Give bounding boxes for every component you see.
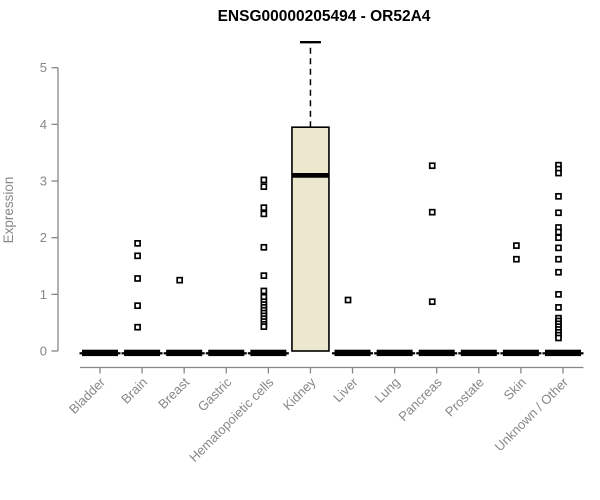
x-tick-label: Bladder bbox=[66, 374, 109, 417]
outlier-point bbox=[555, 290, 562, 298]
y-tick-label: 4 bbox=[40, 117, 47, 132]
outlier-point bbox=[134, 252, 141, 260]
outlier-point bbox=[513, 255, 520, 263]
outlier-point bbox=[555, 234, 562, 242]
collapsed-box-bar bbox=[376, 349, 413, 357]
outlier-point bbox=[260, 204, 268, 212]
x-tick-label: Lung bbox=[372, 375, 403, 406]
y-tick-label: 0 bbox=[40, 344, 47, 359]
collapsed-box-bar bbox=[208, 349, 245, 357]
outlier-point bbox=[176, 276, 184, 284]
outlier-point bbox=[260, 287, 268, 295]
outlier-point bbox=[344, 296, 352, 304]
outlier-point bbox=[134, 275, 141, 282]
x-tick-label: Prostate bbox=[442, 375, 487, 420]
collapsed-box-bar bbox=[82, 349, 118, 357]
x-tick-label: Kidney bbox=[280, 374, 319, 413]
y-tick-label: 1 bbox=[40, 287, 47, 302]
outlier-point bbox=[260, 183, 268, 191]
x-tick-label: Skin bbox=[501, 375, 529, 403]
outlier-point bbox=[428, 208, 436, 216]
outlier-point bbox=[555, 209, 562, 217]
outlier-point bbox=[555, 334, 562, 342]
x-tick-label: Gastric bbox=[195, 374, 235, 414]
outlier-point bbox=[555, 228, 562, 236]
outlier-point bbox=[555, 255, 562, 263]
outlier-point bbox=[260, 243, 268, 251]
collapsed-box-bar bbox=[460, 349, 497, 357]
y-tick-label: 3 bbox=[40, 174, 47, 189]
outlier-points-layer bbox=[134, 161, 562, 342]
collapsed-box-bar bbox=[418, 349, 455, 357]
outlier-point bbox=[260, 210, 268, 218]
outlier-point bbox=[555, 268, 562, 276]
outlier-point bbox=[513, 242, 520, 249]
outlier-point bbox=[134, 302, 141, 310]
outlier-point bbox=[555, 169, 562, 177]
outlier-point bbox=[555, 244, 562, 252]
outlier-point bbox=[555, 304, 562, 311]
x-tick-label: Pancreas bbox=[395, 374, 445, 424]
collapsed-box-bar bbox=[166, 349, 203, 357]
y-tick-label: 2 bbox=[40, 230, 47, 245]
x-tick-label: Breast bbox=[155, 374, 192, 411]
outlier-point bbox=[134, 239, 141, 247]
collapsed-box-bar bbox=[124, 349, 161, 357]
collapsed-box-bar bbox=[502, 349, 539, 357]
box-rect bbox=[291, 126, 330, 352]
x-tick-label: Brain bbox=[118, 375, 150, 407]
y-tick-label: 5 bbox=[40, 60, 47, 75]
x-tick-label: Unknown / Other bbox=[492, 374, 572, 454]
x-tick-label: Liver bbox=[330, 374, 361, 405]
boxes-layer bbox=[79, 41, 584, 357]
outlier-point bbox=[428, 162, 436, 170]
outlier-point bbox=[134, 323, 141, 331]
outlier-point bbox=[428, 298, 436, 306]
outlier-point bbox=[260, 176, 268, 184]
chart-title: ENSG00000205494 - OR52A4 bbox=[218, 8, 431, 25]
y-axis-label: Expression bbox=[1, 177, 16, 244]
collapsed-box-bar bbox=[334, 349, 371, 357]
outlier-point bbox=[260, 272, 268, 279]
collapsed-box-bar bbox=[250, 349, 287, 357]
collapsed-box-bar bbox=[544, 349, 581, 357]
outlier-point bbox=[260, 323, 268, 330]
outlier-point bbox=[555, 192, 562, 200]
